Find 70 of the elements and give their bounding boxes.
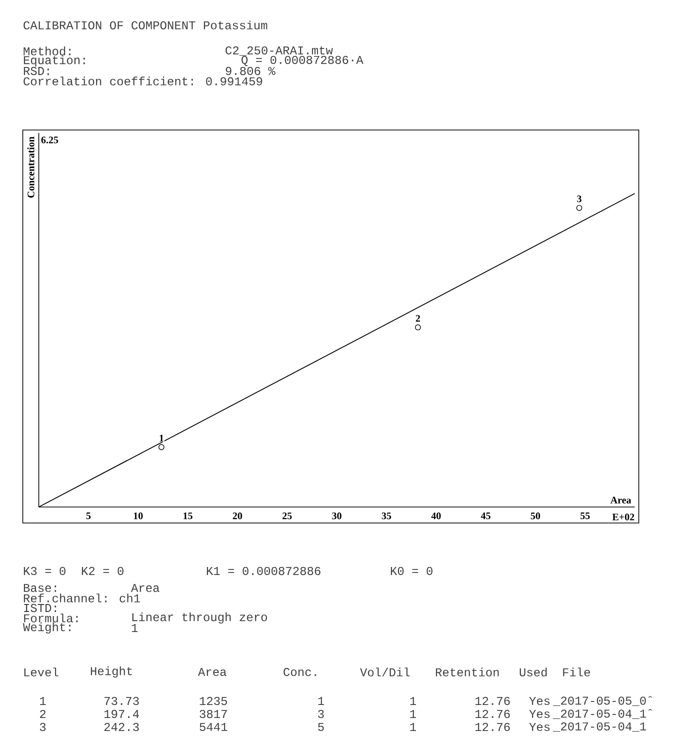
text: C2_250-ARAI.mtw xyxy=(226,46,333,56)
text: Ref.channel: ch1 xyxy=(24,594,140,602)
text: 1 xyxy=(318,697,324,705)
text: Retention xyxy=(436,668,499,676)
text: E+02 xyxy=(612,514,634,520)
annotation: 1 xyxy=(160,434,164,442)
text: 3817 xyxy=(200,710,227,718)
text: 1235 xyxy=(200,696,228,706)
y-axis-title: Concentration xyxy=(27,136,34,198)
text: Area xyxy=(198,668,226,676)
text: Yes xyxy=(529,722,550,732)
annotation: 2 xyxy=(416,315,420,322)
text: K2 = 0 xyxy=(82,566,124,576)
text: K0 = 0 xyxy=(391,566,433,576)
x-tick-label: 20 xyxy=(232,512,242,520)
text: 9.806 % xyxy=(226,66,276,76)
text: Height xyxy=(91,666,132,678)
text: 2 xyxy=(40,710,46,718)
text: Yes xyxy=(529,696,550,706)
text: Method: xyxy=(24,46,71,56)
text: Used xyxy=(520,668,547,676)
x-tick-label: 40 xyxy=(431,512,441,520)
text: RSD: xyxy=(24,66,49,76)
text: 6.25 xyxy=(41,136,58,144)
text: Yes xyxy=(529,710,550,718)
x-tick-label: 55 xyxy=(580,512,590,520)
text: 3 xyxy=(318,710,324,718)
text: Level xyxy=(24,668,58,676)
text: 197.4 xyxy=(104,710,140,718)
x-axis-title: Area xyxy=(610,496,632,504)
text: Q = 0.000872886·A xyxy=(242,56,364,66)
x-tick-label: 35 xyxy=(382,512,392,520)
text: _2017-05-05_0ˆ xyxy=(553,696,652,706)
text: 1 xyxy=(410,710,416,718)
x-tick-label: 5 xyxy=(86,512,91,520)
text: ISTD: xyxy=(24,604,56,612)
text: 1 xyxy=(410,697,416,705)
x-tick-label: 50 xyxy=(530,512,540,520)
text: Linear through zero xyxy=(132,612,268,624)
text: Weight: xyxy=(23,622,71,634)
text: Correlation coefficient: 0.991459 xyxy=(24,76,262,86)
chart-title: CALIBRATION OF COMPONENT Potassium xyxy=(24,20,268,30)
text: _2017-05-04_1ˆ xyxy=(553,709,652,719)
text: 12.76 xyxy=(476,710,510,718)
text: Formula: xyxy=(24,614,78,622)
text: K3 = 0 xyxy=(24,566,66,576)
text: 5441 xyxy=(200,722,228,732)
text: Base: xyxy=(24,584,56,592)
text: File xyxy=(563,668,590,676)
x-tick-label: 45 xyxy=(481,512,491,520)
text: Equation: xyxy=(24,55,85,67)
x-tick-label: 10 xyxy=(134,512,143,520)
text: 1 xyxy=(40,697,46,705)
text: _2017-05-04_1 xyxy=(553,722,646,732)
text: Vol/Dil xyxy=(360,668,410,676)
text: 242.3 xyxy=(104,722,139,732)
text: 12.76 xyxy=(476,722,510,732)
text: 1 xyxy=(410,723,416,731)
x-tick-label: 25 xyxy=(282,512,292,520)
text: Area xyxy=(131,584,160,592)
text: 5 xyxy=(318,722,324,732)
x-tick-label: 30 xyxy=(332,512,342,520)
x-tick-label: 15 xyxy=(184,512,193,520)
text: 1 xyxy=(132,624,138,632)
annotation: 3 xyxy=(577,195,582,202)
text: 12.76 xyxy=(476,696,510,706)
text: K1 = 0.000872886 xyxy=(207,566,320,576)
text: 73.73 xyxy=(104,696,139,706)
text: Conc. xyxy=(284,668,316,676)
text: 3 xyxy=(40,722,46,732)
